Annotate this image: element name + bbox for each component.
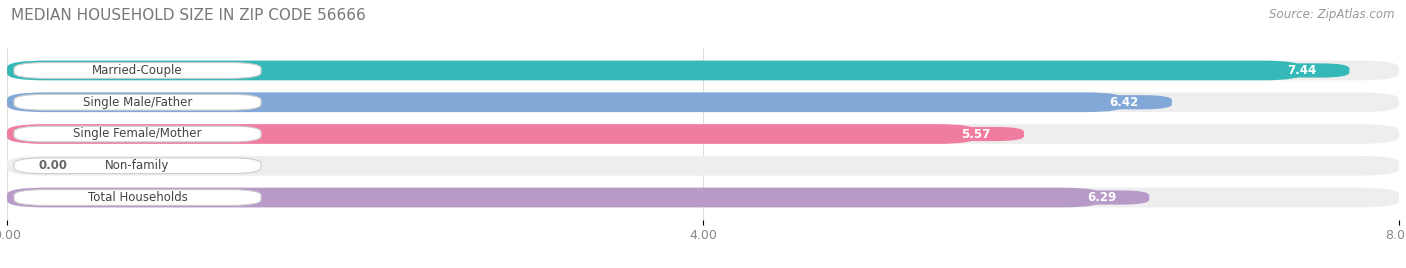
- FancyBboxPatch shape: [7, 156, 1399, 176]
- Text: 5.57: 5.57: [962, 128, 991, 140]
- Text: 7.44: 7.44: [1286, 64, 1316, 77]
- FancyBboxPatch shape: [7, 188, 1399, 207]
- FancyBboxPatch shape: [14, 190, 262, 205]
- Text: Non-family: Non-family: [105, 159, 170, 172]
- Text: MEDIAN HOUSEHOLD SIZE IN ZIP CODE 56666: MEDIAN HOUSEHOLD SIZE IN ZIP CODE 56666: [11, 8, 366, 23]
- FancyBboxPatch shape: [14, 126, 262, 142]
- FancyBboxPatch shape: [928, 127, 1024, 141]
- Text: Source: ZipAtlas.com: Source: ZipAtlas.com: [1270, 8, 1395, 21]
- FancyBboxPatch shape: [1254, 64, 1350, 77]
- FancyBboxPatch shape: [7, 61, 1302, 80]
- Text: 0.00: 0.00: [38, 159, 67, 172]
- FancyBboxPatch shape: [7, 92, 1123, 112]
- FancyBboxPatch shape: [14, 94, 262, 110]
- Text: Total Households: Total Households: [87, 191, 187, 204]
- FancyBboxPatch shape: [7, 92, 1399, 112]
- FancyBboxPatch shape: [7, 124, 976, 144]
- FancyBboxPatch shape: [1076, 95, 1173, 109]
- FancyBboxPatch shape: [7, 124, 1399, 144]
- FancyBboxPatch shape: [1053, 191, 1149, 204]
- Text: Single Female/Mother: Single Female/Mother: [73, 128, 202, 140]
- Text: Single Male/Father: Single Male/Father: [83, 96, 193, 109]
- FancyBboxPatch shape: [14, 158, 262, 174]
- Text: Married-Couple: Married-Couple: [93, 64, 183, 77]
- FancyBboxPatch shape: [14, 63, 262, 78]
- Text: 6.29: 6.29: [1087, 191, 1116, 204]
- FancyBboxPatch shape: [7, 188, 1101, 207]
- Text: 6.42: 6.42: [1109, 96, 1139, 109]
- FancyBboxPatch shape: [7, 61, 1399, 80]
